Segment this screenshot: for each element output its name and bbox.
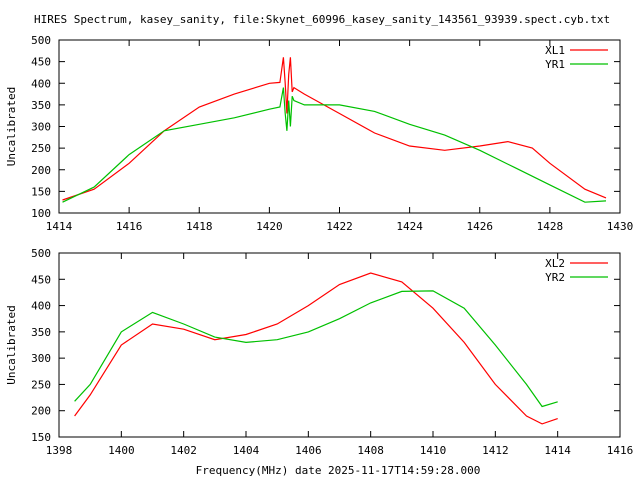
x-tick-label: 1422: [326, 220, 353, 233]
x-tick-label: 1420: [256, 220, 283, 233]
y-tick-label: 450: [31, 56, 51, 69]
y-tick-label: 350: [31, 99, 51, 112]
x-tick-label: 1430: [607, 220, 634, 233]
x-axis-label: Frequency(MHz) date 2025-11-17T14:59:28.…: [196, 464, 481, 477]
plot-frame-1: [58, 39, 621, 214]
legend-label: XL2: [545, 257, 565, 270]
plot-frame-2: [58, 252, 621, 438]
legend-label: XL1: [545, 44, 565, 57]
legend-label: YR2: [545, 271, 565, 284]
chart-title: HIRES Spectrum, kasey_sanity, file:Skyne…: [34, 13, 610, 26]
x-tick-label: 1416: [607, 444, 634, 457]
x-tick-label: 1424: [396, 220, 423, 233]
series-line-yr2: [74, 290, 558, 408]
series-line-xl1: [62, 57, 607, 201]
legend-label: YR1: [545, 58, 565, 71]
x-tick-label: 1406: [295, 444, 322, 457]
x-tick-label: 1412: [482, 444, 509, 457]
series-line-xl2: [74, 272, 558, 425]
y-tick-label: 300: [31, 352, 51, 365]
y-axis-label: Uncalibrated: [5, 305, 18, 384]
y-tick-label: 350: [31, 326, 51, 339]
x-tick-label: 1426: [467, 220, 494, 233]
y-tick-label: 250: [31, 378, 51, 391]
y-tick-label: 400: [31, 77, 51, 90]
y-tick-label: 250: [31, 142, 51, 155]
x-tick-label: 1404: [233, 444, 260, 457]
y-tick-label: 150: [31, 185, 51, 198]
y-tick-label: 500: [31, 34, 51, 47]
x-tick-label: 1400: [108, 444, 135, 457]
x-tick-label: 1414: [46, 220, 73, 233]
series-line-yr1: [62, 87, 607, 203]
y-tick-label: 300: [31, 121, 51, 134]
y-tick-label: 200: [31, 164, 51, 177]
x-tick-label: 1408: [357, 444, 384, 457]
y-tick-label: 200: [31, 405, 51, 418]
x-tick-label: 1398: [46, 444, 73, 457]
x-tick-label: 1416: [116, 220, 143, 233]
y-tick-label: 150: [31, 431, 51, 444]
y-tick-label: 450: [31, 273, 51, 286]
x-tick-label: 1410: [420, 444, 447, 457]
x-tick-label: 1402: [170, 444, 197, 457]
y-tick-label: 500: [31, 247, 51, 260]
x-tick-label: 1418: [186, 220, 213, 233]
y-tick-label: 100: [31, 207, 51, 220]
x-tick-label: 1428: [537, 220, 564, 233]
y-axis-label: Uncalibrated: [5, 87, 18, 166]
y-tick-label: 400: [31, 300, 51, 313]
x-tick-label: 1414: [544, 444, 571, 457]
